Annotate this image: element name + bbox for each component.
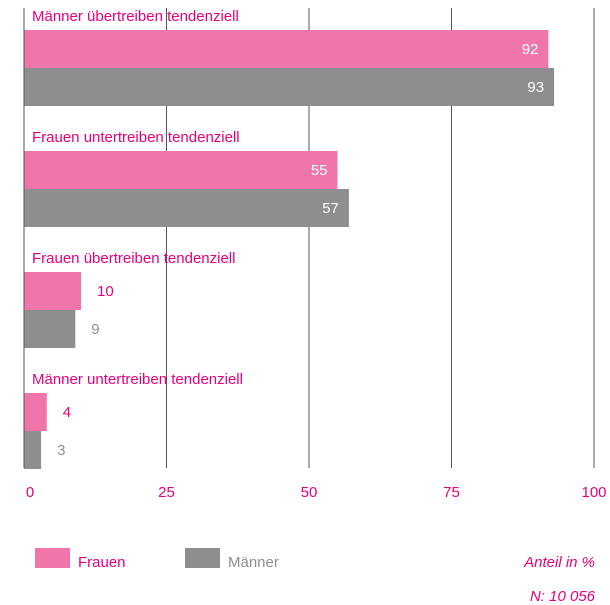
category-label: Frauen übertreiben tendenziell xyxy=(32,250,235,267)
bar xyxy=(24,431,42,469)
legend-label: Frauen xyxy=(78,554,126,571)
legend-swatch xyxy=(185,548,220,568)
x-tick-label: 50 xyxy=(301,484,318,501)
bar xyxy=(24,310,76,348)
category-label: Frauen untertreiben tendenziell xyxy=(32,129,240,146)
legend-swatch xyxy=(35,548,70,568)
bar xyxy=(24,151,338,189)
value-label: 9 xyxy=(91,321,99,338)
value-label: 55 xyxy=(311,162,328,179)
bar xyxy=(24,189,349,227)
value-label: 3 xyxy=(57,442,65,459)
value-label: 4 xyxy=(63,404,71,421)
legend-label: Männer xyxy=(228,554,279,571)
bar xyxy=(24,393,47,431)
x-tick-label: 0 xyxy=(26,484,34,501)
note: N: 10 056 xyxy=(530,588,596,605)
bar xyxy=(24,30,549,68)
category-label: Männer übertreiben tendenziell xyxy=(32,8,239,25)
value-label: 93 xyxy=(527,79,544,96)
x-tick-label: 25 xyxy=(158,484,175,501)
category-label: Männer untertreiben tendenziell xyxy=(32,371,243,388)
value-label: 10 xyxy=(97,283,114,300)
bar xyxy=(24,68,555,106)
bar xyxy=(24,272,81,310)
value-label: 57 xyxy=(322,200,339,217)
value-label: 92 xyxy=(522,41,539,58)
x-tick-label: 75 xyxy=(443,484,460,501)
x-tick-label: 100 xyxy=(581,484,606,501)
axis-label: Anteil in % xyxy=(523,554,595,571)
